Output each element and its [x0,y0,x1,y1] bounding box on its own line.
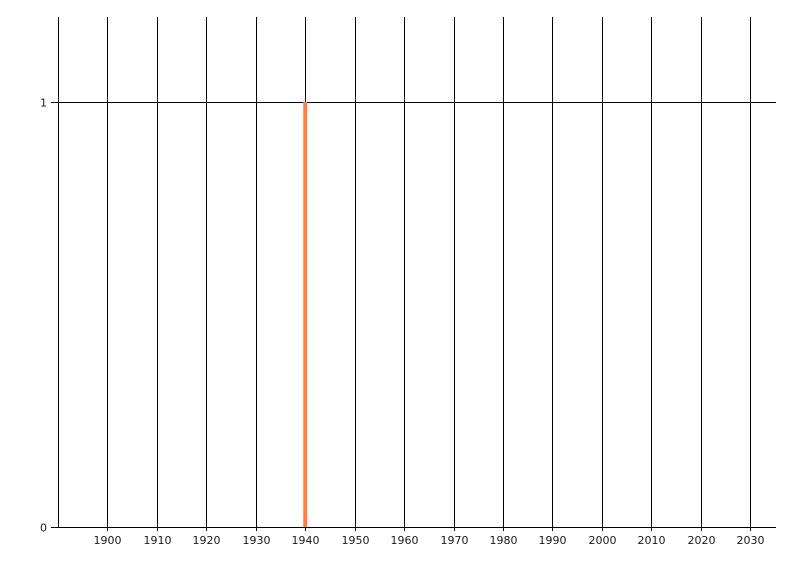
bar [303,102,308,527]
x-tick-label: 1930 [243,534,271,547]
x-tick-label: 2000 [589,534,617,547]
x-tick-label: 2010 [638,534,666,547]
y-tick-label: 0 [40,522,47,535]
x-tick-label: 1970 [441,534,469,547]
x-tick-label: 1900 [94,534,122,547]
x-tick-label: 2020 [688,534,716,547]
x-tick-label: 1960 [391,534,419,547]
x-tick-label: 2030 [737,534,765,547]
y-tick-label: 1 [40,97,47,110]
x-tick-label: 1920 [193,534,221,547]
x-tick-label: 1940 [292,534,320,547]
x-tick-label: 1950 [342,534,370,547]
x-tick-label: 1990 [539,534,567,547]
x-tick-label: 1980 [490,534,518,547]
x-tick-label: 1910 [144,534,172,547]
